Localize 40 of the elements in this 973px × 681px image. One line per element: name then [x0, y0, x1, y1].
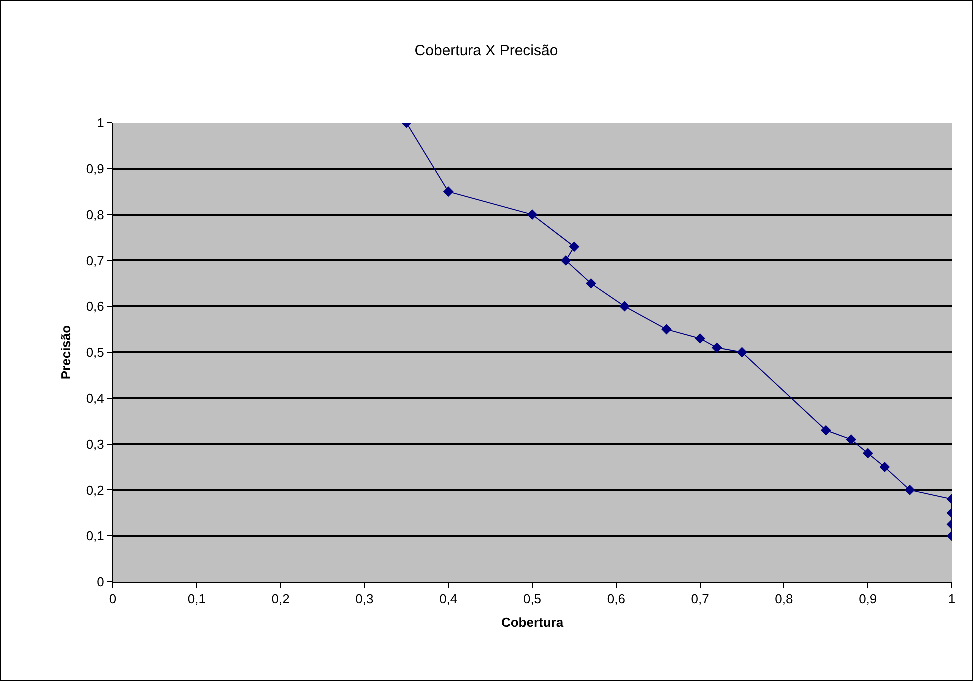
point: [695, 334, 706, 344]
point: [904, 485, 916, 496]
point: [443, 186, 454, 198]
chart-title: Cobertura X Precisão: [414, 42, 558, 60]
point: [586, 278, 596, 289]
y-tick-label: 0,1: [86, 528, 104, 544]
y-tick-label: 0,8: [86, 207, 104, 222]
x-tick-label: 0,8: [775, 592, 794, 607]
x-tick-label: 0,7: [691, 592, 710, 607]
y-tick-label: 0,6: [86, 299, 104, 314]
y-tick-label: 0,2: [86, 482, 104, 498]
point: [569, 242, 580, 252]
point: [820, 425, 832, 436]
y-axis-title: Precisão: [58, 325, 74, 380]
x-tick-label: 0,3: [356, 592, 374, 607]
x-axis-title: Cobertura: [501, 615, 564, 630]
y-tick-label: 1: [97, 116, 104, 131]
y-tick-label: 0,4: [86, 390, 104, 406]
point: [527, 210, 538, 220]
y-tick-label: 0,3: [86, 436, 104, 452]
point: [862, 448, 874, 459]
x-tick-label: 0,9: [859, 592, 878, 607]
x-tick-label: 0,4: [440, 592, 458, 607]
y-tick-label: 0,9: [86, 161, 104, 176]
x-tick-label: 0: [109, 592, 117, 607]
point: [846, 434, 857, 445]
point: [880, 462, 890, 472]
point: [737, 347, 748, 358]
x-tick-label: 0,6: [607, 592, 626, 607]
x-tick-label: 1: [948, 592, 956, 607]
point: [662, 324, 672, 335]
y-tick-label: 0,7: [86, 253, 104, 268]
x-tick-label: 0,5: [523, 592, 542, 607]
y-tick-label: 0: [97, 574, 104, 590]
point: [560, 256, 572, 266]
point: [620, 301, 630, 312]
point: [712, 342, 722, 354]
x-tick-label: 0,2: [272, 592, 290, 607]
y-tick-label: 0,5: [86, 345, 104, 360]
x-tick-label: 0,1: [188, 592, 206, 607]
